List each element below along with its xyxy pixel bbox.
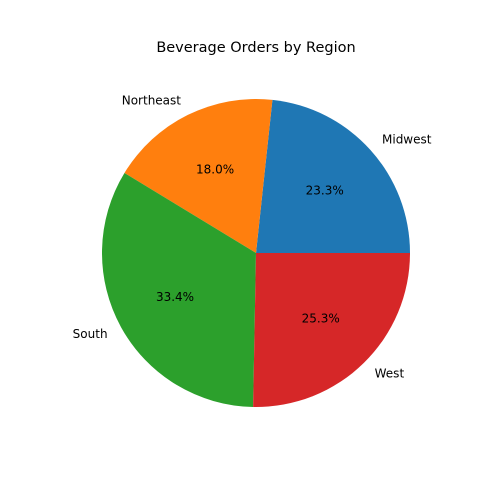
pie-slice-south bbox=[102, 172, 256, 407]
pie-slice-northeast bbox=[124, 99, 273, 253]
slice-label-midwest: Midwest bbox=[382, 132, 432, 146]
pie-slice-midwest bbox=[256, 99, 410, 253]
percent-label-south: 33.4% bbox=[156, 290, 194, 304]
chart-title: Beverage Orders by Region bbox=[156, 40, 355, 56]
slice-label-south: South bbox=[73, 327, 108, 341]
pie-slice-west bbox=[253, 253, 410, 407]
slice-label-west: West bbox=[375, 366, 405, 380]
slice-label-northeast: Northeast bbox=[122, 94, 182, 108]
percent-label-west: 25.3% bbox=[302, 311, 340, 325]
percent-label-northeast: 18.0% bbox=[196, 163, 234, 177]
percent-label-midwest: 23.3% bbox=[306, 184, 344, 198]
pie-slices bbox=[102, 99, 410, 407]
pie-labels: Midwest 23.3% Northeast 18.0% South 33.4% West… bbox=[73, 94, 432, 381]
